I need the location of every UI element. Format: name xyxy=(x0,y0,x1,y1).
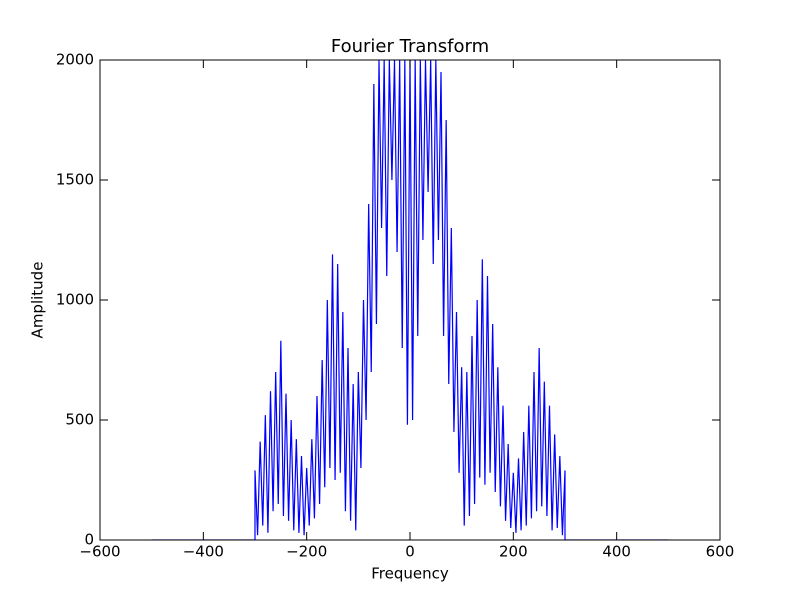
y-tick-label: 1500 xyxy=(56,171,94,189)
x-tick-label: −600 xyxy=(79,543,120,561)
y-tick-label: 0 xyxy=(84,531,94,549)
x-tick-label: −400 xyxy=(183,543,224,561)
x-tick-label: 0 xyxy=(405,543,415,561)
x-tick-label: −200 xyxy=(286,543,327,561)
axes: −600 −400 −200 0 200 400 600 0 500 1000 1500 2000 xyxy=(56,51,735,561)
y-tick-label: 500 xyxy=(65,411,94,429)
y-tick-label: 1000 xyxy=(56,291,94,309)
chart-title: Fourier Transform xyxy=(331,36,489,57)
data-line xyxy=(151,60,669,540)
x-tick-label: 200 xyxy=(499,543,528,561)
x-axis-label: Frequency xyxy=(371,565,449,583)
y-tick-label: 2000 xyxy=(56,51,94,69)
y-axis-label: Amplitude xyxy=(29,262,47,339)
x-tick-label: 400 xyxy=(602,543,631,561)
plot-area xyxy=(151,60,669,540)
x-tick-label: 600 xyxy=(706,543,735,561)
